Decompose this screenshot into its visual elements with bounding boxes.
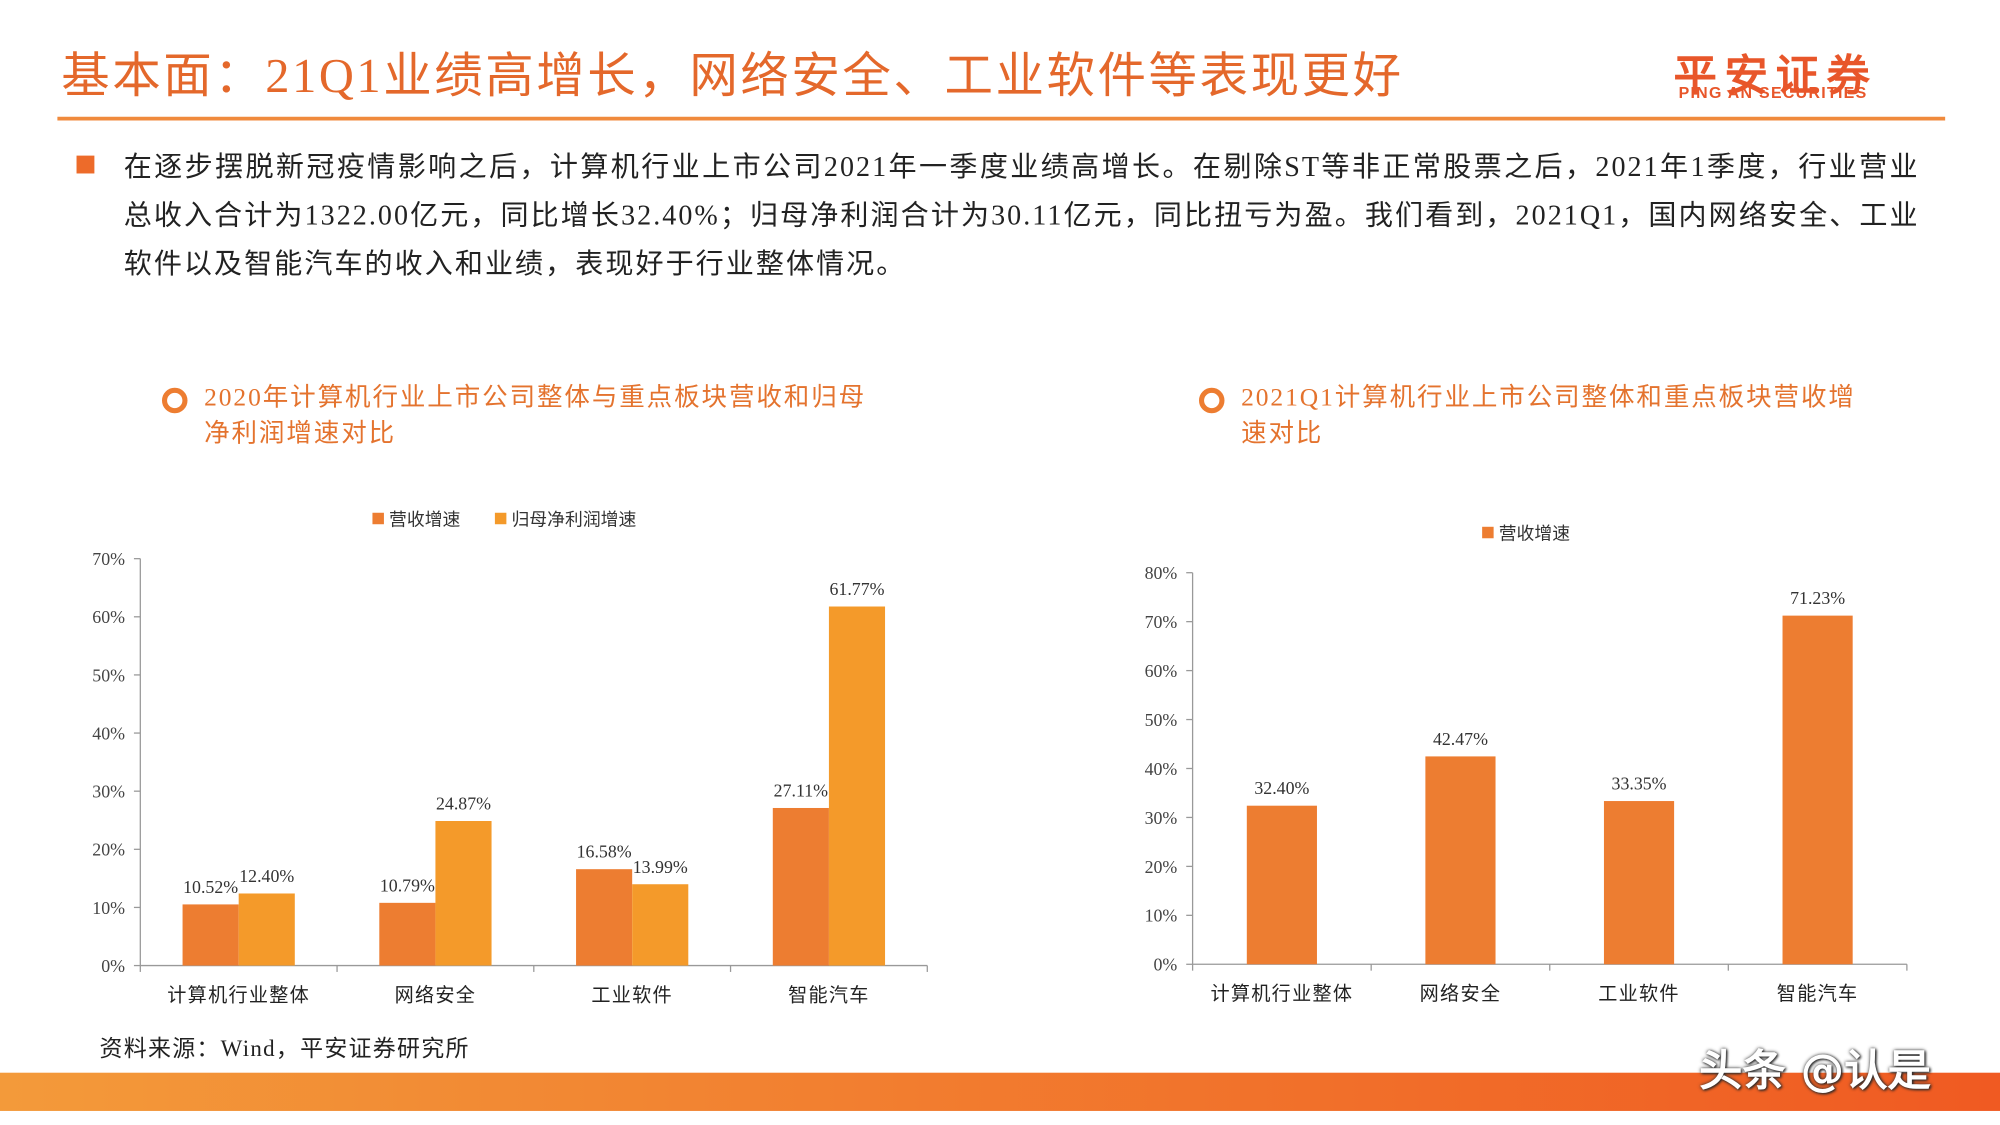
x-tick-label: 智能汽车 [788, 984, 870, 1006]
y-tick-label: 10% [1145, 906, 1178, 926]
logo: 平安证券 [1673, 51, 1878, 103]
y-tick-label: 40% [92, 723, 125, 743]
data-label: 33.35% [1612, 774, 1667, 794]
bar [182, 904, 239, 966]
y-tick-label: 30% [1145, 808, 1178, 828]
bar [1603, 801, 1675, 965]
data-label: 27.11% [774, 780, 828, 800]
data-label: 71.23% [1790, 588, 1845, 608]
bar [828, 606, 886, 966]
legend-swatch [494, 512, 507, 525]
legend-swatch [1482, 526, 1494, 539]
chart-title: 2021Q1计算机行业上市公司整体和重点板块营收增速对比 [1241, 383, 1856, 448]
bar [1425, 756, 1496, 965]
y-tick-label: 50% [1145, 710, 1178, 730]
data-label: 13.99% [633, 857, 688, 877]
y-tick-label: 0% [101, 956, 125, 976]
title-icon [1198, 387, 1225, 414]
data-label: 10.79% [380, 875, 435, 895]
data-label: 61.77% [829, 579, 884, 599]
y-tick-label: 60% [1145, 661, 1178, 681]
y-tick-label: 30% [92, 782, 125, 802]
x-tick-label: 计算机行业整体 [1210, 983, 1353, 1005]
bar [632, 884, 689, 966]
x-tick-label: 网络安全 [1420, 983, 1502, 1005]
y-tick-label: 60% [92, 607, 125, 627]
title: 基本面：21Q1业绩高增长，网络安全、工业软件等表现更好 [61, 49, 1404, 104]
bar [1246, 805, 1317, 965]
footer-base [0, 1110, 2000, 1123]
x-tick-label: 网络安全 [395, 984, 477, 1006]
legend-label: 营收增速 [389, 510, 461, 530]
data-label: 32.40% [1254, 778, 1309, 798]
y-tick-label: 50% [92, 665, 125, 685]
logo-subtitle: PING AN SECURITIES [1678, 84, 1868, 103]
x-tick-label: 工业软件 [591, 984, 673, 1006]
data-label: 12.40% [239, 866, 294, 886]
chart-title: 2020年计算机行业上市公司整体与重点板块营收和归母净利润增速对比 [204, 383, 867, 448]
summary: 在逐步摆脱新冠疫情影响之后，计算机行业上市公司2021年一季度业绩高增长。在剔除… [123, 150, 1920, 280]
bar [238, 893, 295, 966]
legend-label: 归母净利润增速 [511, 510, 636, 530]
y-tick-label: 40% [1145, 759, 1178, 779]
bar [435, 820, 492, 966]
y-tick-label: 20% [92, 840, 125, 860]
bullet [76, 155, 95, 174]
watermark: 头条 @认是 [1698, 1045, 1931, 1097]
data-label: 42.47% [1433, 729, 1488, 749]
bar [1782, 615, 1853, 965]
x-tick-label: 智能汽车 [1777, 983, 1859, 1005]
legend-swatch [372, 512, 384, 525]
x-tick-label: 计算机行业整体 [167, 984, 310, 1006]
y-tick-label: 80% [1145, 563, 1178, 583]
title-icon [161, 387, 188, 414]
bar [772, 807, 829, 966]
y-tick-label: 0% [1153, 955, 1177, 975]
bar [379, 902, 436, 966]
y-tick-label: 70% [1145, 612, 1178, 632]
bar [576, 869, 633, 966]
source: 资料来源：Wind，平安证券研究所 [99, 1035, 470, 1062]
x-tick-label: 工业软件 [1598, 983, 1680, 1005]
data-label: 10.52% [183, 877, 238, 897]
data-label: 24.87% [436, 794, 491, 814]
y-tick-label: 70% [92, 549, 125, 569]
y-tick-label: 20% [1145, 857, 1178, 877]
legend-label: 营收增速 [1499, 524, 1571, 544]
data-label: 16.58% [577, 842, 632, 862]
y-tick-label: 10% [92, 898, 125, 918]
footer-band [0, 1072, 2000, 1111]
